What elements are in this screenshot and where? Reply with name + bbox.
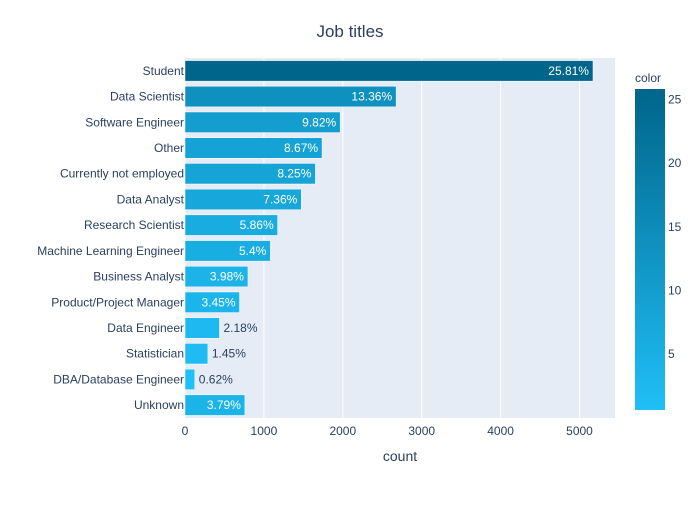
y-tick-label: Statistician <box>126 347 184 361</box>
bar <box>184 317 220 339</box>
y-tick-label: Machine Learning Engineer <box>37 244 184 258</box>
chart-title: Job titles <box>316 22 383 41</box>
bar-value-label: 25.81% <box>548 64 589 78</box>
colorbar-tick-label: 25 <box>668 92 682 106</box>
y-tick-label: Student <box>143 64 185 78</box>
y-tick-label: Currently not employed <box>60 167 184 181</box>
bar-value-label: 3.98% <box>210 270 244 284</box>
y-axis-ticks: Student Data Scientist Software Engineer Ot… <box>37 64 184 412</box>
bar-value-label: 7.36% <box>263 192 297 206</box>
bar <box>184 240 271 262</box>
bar <box>184 86 397 108</box>
bar-value-label: 5.4% <box>239 244 267 258</box>
y-tick-label: Product/Project Manager <box>51 295 184 309</box>
colorbar <box>635 89 665 410</box>
colorbar-tick-label: 20 <box>668 156 682 170</box>
colorbar-tick-label: 5 <box>668 347 675 361</box>
bar <box>184 343 209 365</box>
bar-value-label: 8.67% <box>284 141 318 155</box>
bar-value-label: 0.62% <box>199 372 233 386</box>
bar-value-label: 3.79% <box>207 398 241 412</box>
x-tick-label: 0 <box>182 424 189 438</box>
bar <box>184 291 240 313</box>
bar <box>184 137 323 159</box>
y-tick-label: Unknown <box>134 398 184 412</box>
colorbar-tick-label: 10 <box>668 283 682 297</box>
bar <box>184 266 249 288</box>
bar <box>184 111 341 133</box>
bars <box>184 60 594 416</box>
y-tick-label: Data Scientist <box>110 90 185 104</box>
bar <box>184 394 246 416</box>
bar <box>184 368 196 390</box>
x-axis-title: count <box>383 448 417 464</box>
bar-value-label: 13.36% <box>351 90 392 104</box>
bar-value-label: 3.45% <box>201 295 235 309</box>
x-tick-label: 3000 <box>408 424 435 438</box>
x-tick-label: 2000 <box>329 424 356 438</box>
bar-value-label: 2.18% <box>223 321 257 335</box>
colorbar-title: color <box>635 71 661 85</box>
x-axis-ticks: 0 1000 2000 3000 4000 5000 <box>182 424 594 438</box>
bar-value-label: 5.86% <box>240 218 274 232</box>
y-tick-label: Data Analyst <box>117 192 185 206</box>
x-tick-label: 4000 <box>487 424 514 438</box>
y-tick-label: Software Engineer <box>85 115 184 129</box>
bar-value-label: 9.82% <box>302 115 336 129</box>
bar <box>184 214 278 236</box>
bar <box>184 188 302 210</box>
x-tick-label: 5000 <box>566 424 593 438</box>
bar <box>184 60 594 82</box>
y-tick-label: Business Analyst <box>93 270 184 284</box>
bar-value-label: 1.45% <box>212 347 246 361</box>
y-tick-label: Research Scientist <box>84 218 185 232</box>
bar-labels: 25.81% 13.36% 9.82% 8.67% 8.25% 7.36% 5.86% 5.4… <box>199 64 590 412</box>
y-tick-label: Data Engineer <box>107 321 184 335</box>
y-tick-label: DBA/Database Engineer <box>53 372 184 386</box>
colorbar-tick-label: 15 <box>668 220 682 234</box>
colorbar-ticks: 5 10 15 20 25 <box>668 92 682 361</box>
x-tick-label: 1000 <box>251 424 278 438</box>
bar <box>184 163 316 185</box>
bar-value-label: 8.25% <box>277 167 311 181</box>
y-tick-label: Other <box>154 141 184 155</box>
